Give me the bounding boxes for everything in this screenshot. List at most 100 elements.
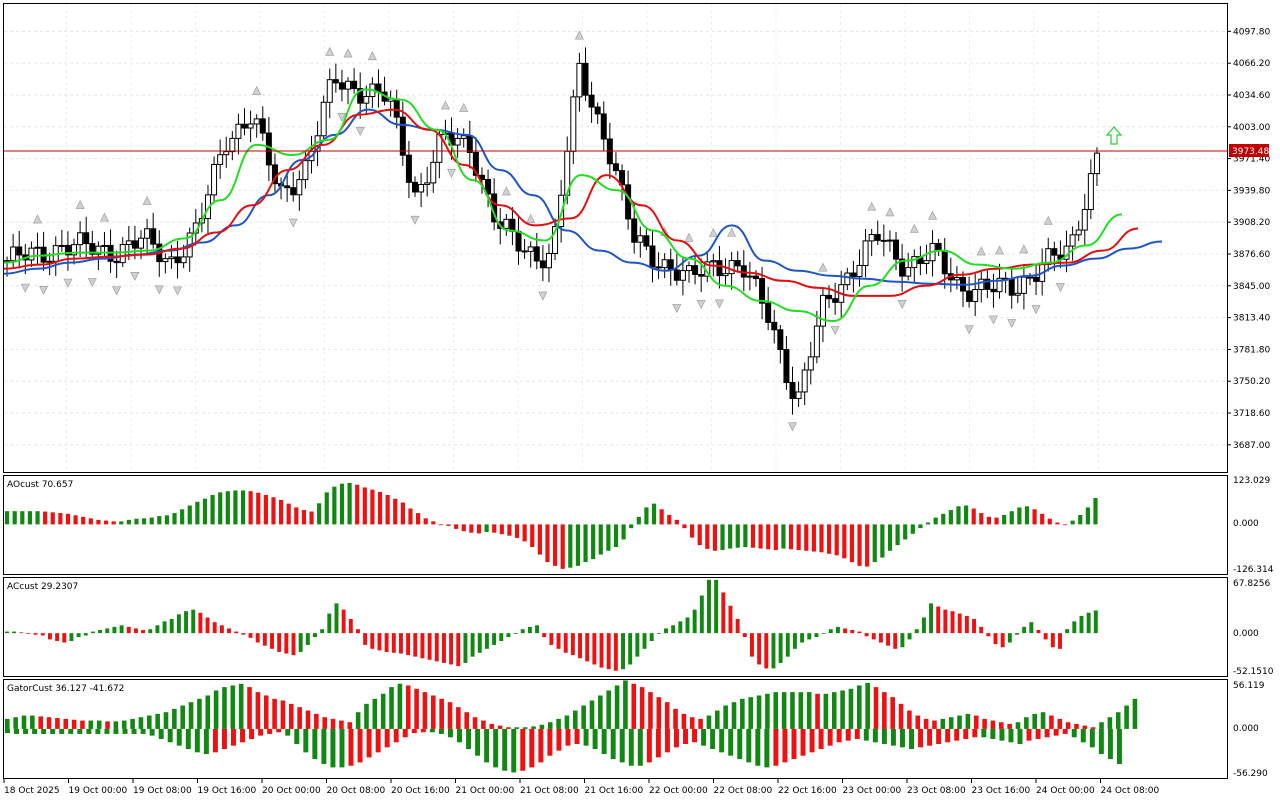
candle-body[interactable] (454, 137, 461, 146)
candle-body[interactable] (673, 269, 680, 281)
candle-body[interactable] (393, 98, 400, 118)
candle-body[interactable] (229, 137, 236, 153)
candle-body[interactable] (905, 267, 912, 277)
candle-body[interactable] (661, 259, 668, 269)
candle-body[interactable] (698, 273, 705, 277)
candle-body[interactable] (801, 369, 808, 393)
candle-body[interactable] (588, 94, 595, 108)
candle-body[interactable] (332, 79, 339, 84)
candle-body[interactable] (521, 250, 528, 253)
candle-body[interactable] (1020, 276, 1027, 294)
candle-body[interactable] (899, 258, 906, 277)
candle-body[interactable] (759, 278, 766, 304)
candle-body[interactable] (223, 151, 230, 156)
candle-body[interactable] (807, 356, 814, 371)
candle-body[interactable] (1075, 229, 1082, 236)
candle-body[interactable] (911, 256, 918, 269)
candle-body[interactable] (296, 179, 303, 196)
candle-body[interactable] (89, 243, 96, 255)
candle-body[interactable] (752, 275, 759, 280)
candle-body[interactable] (113, 260, 120, 264)
candle-body[interactable] (552, 226, 559, 254)
candle-body[interactable] (144, 228, 151, 239)
candle-body[interactable] (418, 183, 425, 193)
candle-body[interactable] (953, 277, 960, 281)
candle-body[interactable] (594, 106, 601, 115)
candle-body[interactable] (533, 246, 540, 262)
candle-body[interactable] (667, 259, 674, 271)
candle-body[interactable] (874, 234, 881, 241)
candle-body[interactable] (984, 278, 991, 290)
candle-body[interactable] (1069, 234, 1076, 247)
candle-body[interactable] (1008, 278, 1015, 296)
candle-body[interactable] (844, 272, 851, 286)
candle-body[interactable] (138, 237, 144, 249)
candle-body[interactable] (430, 161, 437, 184)
candle-body[interactable] (405, 154, 412, 183)
candle-body[interactable] (545, 252, 552, 269)
candle-body[interactable] (64, 244, 71, 256)
candle-body[interactable] (1014, 292, 1021, 296)
candle-body[interactable] (259, 118, 266, 134)
candle-body[interactable] (101, 244, 108, 247)
candle-body[interactable] (625, 184, 632, 220)
candle-body[interactable] (162, 258, 169, 263)
candle-body[interactable] (655, 266, 662, 269)
candle-body[interactable] (357, 88, 364, 104)
candle-body[interactable] (886, 239, 893, 242)
candle-body[interactable] (1026, 276, 1033, 279)
candle-body[interactable] (28, 247, 35, 261)
candle-body[interactable] (34, 246, 41, 249)
candle-body[interactable] (235, 123, 242, 139)
candle-body[interactable] (338, 82, 345, 90)
candle-body[interactable] (424, 182, 431, 185)
candle-body[interactable] (217, 154, 224, 165)
candle-body[interactable] (710, 260, 717, 263)
candle-body[interactable] (862, 240, 869, 267)
candle-body[interactable] (10, 246, 17, 262)
candle-body[interactable] (777, 329, 784, 350)
candle-body[interactable] (1033, 276, 1040, 282)
candle-body[interactable] (600, 113, 607, 140)
candle-body[interactable] (399, 116, 406, 156)
candle-body[interactable] (789, 382, 796, 400)
candle-body[interactable] (893, 239, 900, 260)
candle-body[interactable] (119, 243, 126, 264)
candle-body[interactable] (966, 290, 973, 302)
candle-body[interactable] (351, 80, 358, 90)
candle-body[interactable] (131, 240, 138, 249)
candle-body[interactable] (247, 123, 254, 129)
candle-body[interactable] (716, 260, 723, 277)
candle-body[interactable] (649, 245, 656, 268)
candle-body[interactable] (168, 256, 175, 260)
candle-body[interactable] (290, 187, 297, 196)
candle-body[interactable] (734, 260, 741, 267)
candle-body[interactable] (466, 135, 473, 153)
candle-body[interactable] (771, 321, 778, 331)
candle-body[interactable] (972, 288, 979, 302)
candle-body[interactable] (819, 294, 826, 327)
candle-body[interactable] (880, 239, 887, 242)
candle-body[interactable] (612, 163, 619, 172)
candle-body[interactable] (527, 246, 534, 252)
candle-body[interactable] (472, 151, 479, 176)
candle-body[interactable] (95, 245, 102, 255)
candle-body[interactable] (71, 244, 78, 256)
candle-body[interactable] (832, 298, 839, 303)
candle-body[interactable] (783, 348, 790, 384)
candle-body[interactable] (692, 265, 699, 275)
candle-body[interactable] (363, 96, 370, 104)
candle-body[interactable] (868, 234, 875, 242)
candle-body[interactable] (1081, 209, 1088, 231)
candles[interactable] (4, 47, 1100, 415)
candle-body[interactable] (576, 62, 583, 98)
candle-body[interactable] (826, 294, 833, 300)
candle-body[interactable] (686, 265, 692, 272)
candle-body[interactable] (850, 272, 857, 278)
candle-body[interactable] (174, 256, 181, 264)
candle-body[interactable] (211, 163, 218, 196)
candle-body[interactable] (996, 277, 1003, 293)
candle-body[interactable] (485, 178, 492, 195)
candle-body[interactable] (253, 118, 260, 125)
